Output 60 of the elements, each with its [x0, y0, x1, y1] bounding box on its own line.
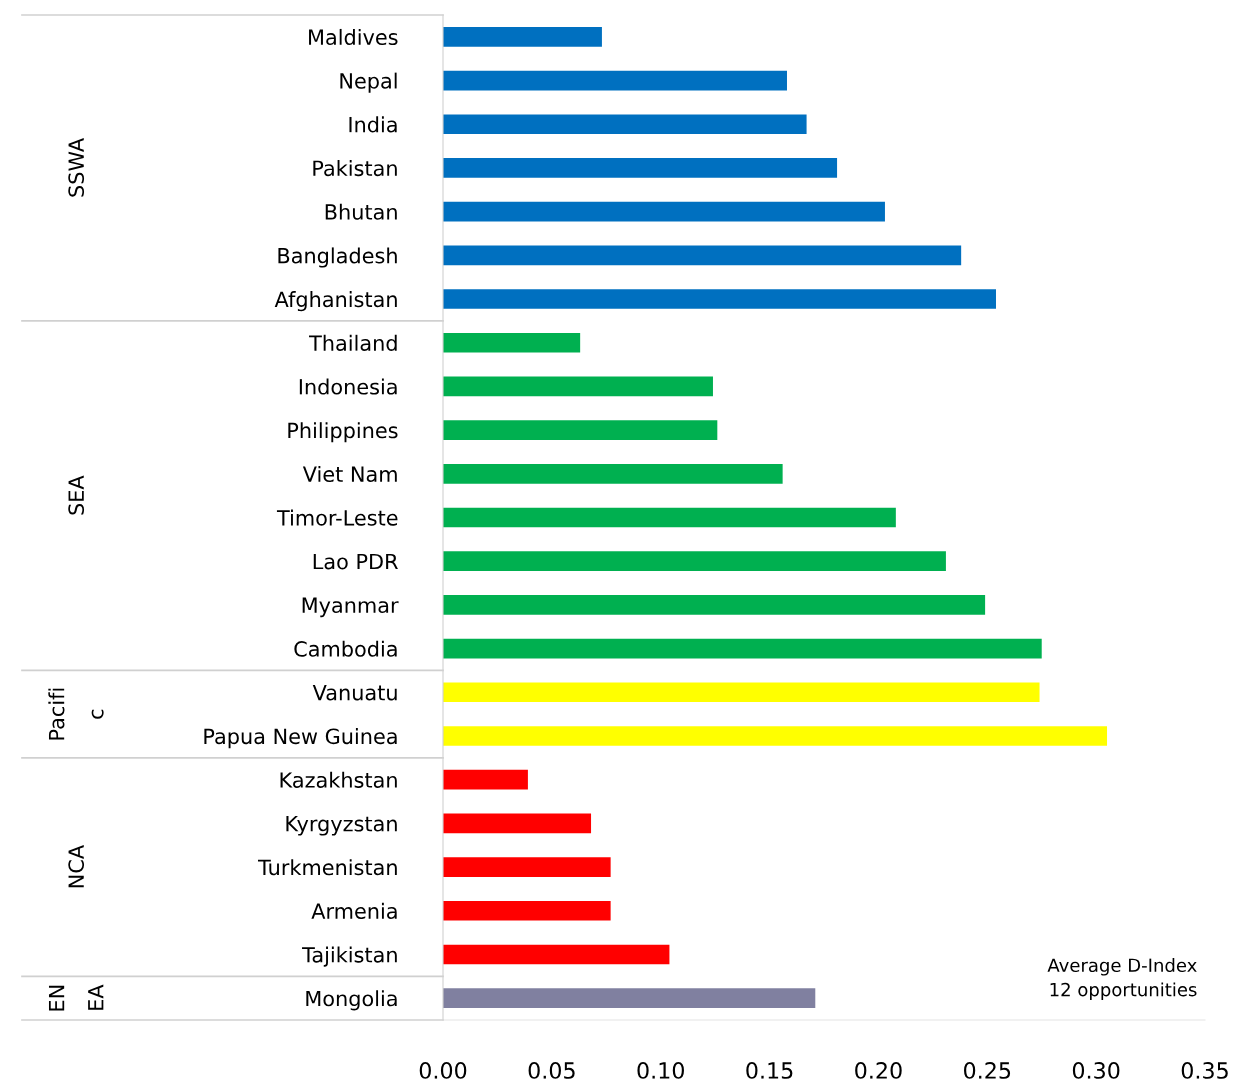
- bar: [443, 900, 611, 921]
- bar: [443, 638, 1042, 659]
- y-tick-label: Lao PDR: [313, 553, 398, 570]
- bar: [443, 332, 581, 353]
- text: SEA: [68, 475, 85, 515]
- y-tick-label: Viet Nam: [302, 465, 397, 483]
- y-tick-label: India: [349, 116, 397, 133]
- y-tick-label: Maldives: [309, 28, 398, 46]
- text: NCA: [68, 845, 85, 888]
- y-tick-label: Bhutan: [325, 203, 397, 220]
- bar: [443, 420, 718, 440]
- y-tick-label: Cambodia: [294, 640, 397, 657]
- y-tick-label: Armenia: [311, 902, 397, 919]
- x-tick-label: 0.15: [746, 1062, 793, 1079]
- y-tick-label: Afghanistan: [274, 291, 397, 312]
- bar: [443, 857, 611, 877]
- y-tick-label: Pakistan: [313, 160, 397, 177]
- bar: [443, 507, 896, 528]
- bar: [443, 463, 783, 484]
- bar: [443, 27, 602, 47]
- y-tick-label: Turkmenistan: [258, 859, 397, 876]
- bar: [443, 682, 1040, 703]
- x-tick-label: 0.20: [855, 1062, 902, 1079]
- y-tick-label: Mongolia: [306, 990, 397, 1011]
- text: Pacifi c: [48, 688, 104, 740]
- y-tick-label: Timor-Leste: [276, 509, 398, 526]
- x-tick-label: 0.30: [1072, 1062, 1120, 1079]
- text: SSWA: [68, 138, 85, 197]
- bar: [443, 726, 1108, 746]
- y-tick-label: Vanuatu: [312, 685, 397, 701]
- y-tick-label: Nepal: [340, 72, 397, 93]
- bar: [443, 114, 807, 135]
- annotation: Average D-Index 12 opportunities: [1047, 958, 1197, 1000]
- x-tick-label: 0.05: [528, 1062, 575, 1079]
- y-tick-label: Thailand: [309, 334, 397, 351]
- bar: [443, 769, 528, 790]
- bar: [443, 245, 962, 266]
- bar: [443, 289, 996, 309]
- y-tick-label: Bangladesh: [278, 247, 397, 268]
- bar: [443, 551, 946, 572]
- y-tick-label: Philippines: [288, 422, 398, 443]
- y-tick-label: Kyrgyzstan: [286, 816, 397, 836]
- x-tick-label: 0.00: [419, 1062, 467, 1079]
- bar: [443, 944, 670, 965]
- text: EN EA: [48, 984, 104, 1011]
- x-tick-label: 0.35: [1181, 1062, 1228, 1079]
- y-tick-label: Papua New Guinea: [204, 728, 397, 749]
- bar: [443, 376, 713, 397]
- bar: [443, 201, 885, 222]
- bar: [443, 158, 838, 178]
- y-tick-label: Indonesia: [299, 378, 397, 395]
- bar: [443, 813, 592, 834]
- bar: [443, 70, 787, 91]
- y-tick-label: Kazakhstan: [280, 771, 397, 788]
- y-tick-label: Myanmar: [302, 597, 399, 618]
- x-tick-label: 0.25: [964, 1062, 1011, 1079]
- x-tick-label: 0.10: [637, 1062, 684, 1079]
- bar: [443, 988, 816, 1008]
- bar: [443, 595, 986, 615]
- y-tick-label: Tajikistan: [302, 946, 397, 967]
